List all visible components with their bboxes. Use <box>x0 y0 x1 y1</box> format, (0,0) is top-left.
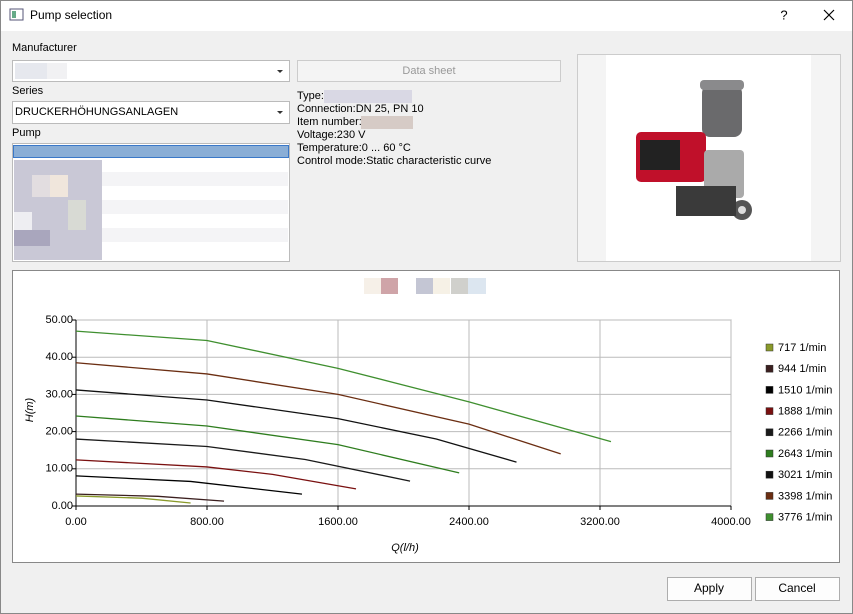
y-tick-label: 40.00 <box>45 351 73 363</box>
legend-swatch <box>765 428 774 437</box>
series-value: DRUCKERHÖHUNGSANLAGEN <box>15 106 178 118</box>
curve <box>75 475 303 495</box>
series-combo[interactable] <box>12 101 290 124</box>
selected-row[interactable] <box>13 145 289 158</box>
legend-label: 2266 1/min <box>778 427 832 439</box>
cancel-label: Cancel <box>778 581 815 595</box>
curve <box>75 438 411 482</box>
chart: 0.00 10.00 20.00 30.00 40.00 50.00 0.00 800.00 1… <box>24 314 833 554</box>
legend-swatch <box>765 386 774 394</box>
combo-arrow <box>277 111 283 114</box>
x-tick-label: 3200.00 <box>580 516 620 528</box>
legend-label: 1888 1/min <box>778 406 832 418</box>
legend-swatch <box>765 449 774 458</box>
legend-swatch <box>765 407 774 415</box>
series-label: Series <box>12 85 44 97</box>
app-icon <box>9 8 24 21</box>
redacted <box>47 63 67 79</box>
help-button[interactable]: ? <box>780 7 787 22</box>
info-line: Connection:DN 25, PN 10 <box>297 103 424 115</box>
legend-swatch <box>765 470 774 479</box>
x-tick-label: 0.00 <box>65 516 86 528</box>
plot-area <box>75 319 732 507</box>
legend-label: 717 1/min <box>778 342 826 354</box>
legend-label: 2643 1/min <box>778 448 832 460</box>
info-line: Item number: <box>297 116 362 128</box>
combo-arrow <box>277 70 283 73</box>
title-bar <box>1 1 852 31</box>
pump-illustration <box>636 80 752 220</box>
y-tick-label: 30.00 <box>45 388 73 400</box>
legend-swatch <box>765 364 774 373</box>
x-tick-label: 2400.00 <box>449 516 489 528</box>
apply-label: Apply <box>694 581 724 595</box>
apply-button[interactable] <box>667 577 752 601</box>
curve <box>75 493 225 502</box>
pump-label: Pump <box>12 127 41 139</box>
y-tick-label: 10.00 <box>45 463 73 475</box>
y-tick-label: 0.00 <box>52 500 73 512</box>
data-sheet-label: Data sheet <box>402 65 455 77</box>
curve <box>75 415 460 474</box>
legend-swatch <box>765 492 774 500</box>
app-icon-inner <box>12 11 16 18</box>
redacted <box>324 90 412 103</box>
legend-swatch <box>765 343 774 352</box>
redacted-chart-title <box>364 278 486 294</box>
curve <box>75 459 357 490</box>
redacted <box>15 63 47 79</box>
x-tick-label: 4000.00 <box>711 516 751 528</box>
window-title: Pump selection <box>30 8 112 22</box>
data-sheet-button[interactable] <box>297 60 561 82</box>
curve <box>75 389 517 463</box>
close-button[interactable] <box>823 9 835 21</box>
y-axis-label: H(m) <box>24 397 36 422</box>
curve <box>75 362 561 455</box>
info-line: Voltage:230 V <box>297 129 366 141</box>
manufacturer-label: Manufacturer <box>12 42 77 54</box>
legend-label: 3776 1/min <box>778 512 832 524</box>
legend-swatch <box>765 513 774 521</box>
x-tick-label: 1600.00 <box>318 516 358 528</box>
cancel-button[interactable] <box>755 577 840 601</box>
x-axis-label: Q(l/h) <box>391 542 419 554</box>
redacted <box>361 116 413 129</box>
legend-label: 1510 1/min <box>778 384 832 396</box>
legend-label: 944 1/min <box>778 363 826 375</box>
curve <box>75 495 191 504</box>
legend-label: 3398 1/min <box>778 490 832 502</box>
curve <box>75 330 612 443</box>
redacted-list <box>14 160 288 260</box>
info-line: Temperature:0 ... 60 °C <box>297 142 411 154</box>
x-tick-label: 800.00 <box>190 516 224 528</box>
info-line: Control mode:Static characteristic curve <box>297 155 491 167</box>
legend-label: 3021 1/min <box>778 469 832 481</box>
manufacturer-combo[interactable] <box>12 60 290 82</box>
y-tick-label: 20.00 <box>45 426 73 438</box>
info-line: Type: <box>297 90 324 102</box>
y-tick-label: 50.00 <box>45 314 73 326</box>
